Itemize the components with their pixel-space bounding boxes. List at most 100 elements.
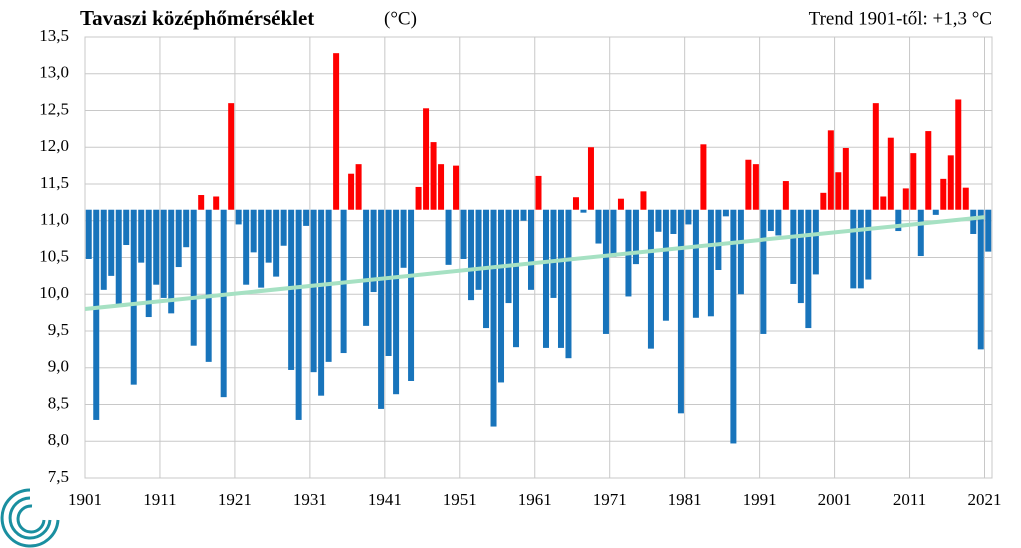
y-tick-label: 9,5 (48, 320, 69, 339)
bar (393, 209, 400, 395)
bar (557, 209, 564, 348)
bar (917, 209, 924, 257)
bar (385, 209, 392, 356)
bar (145, 209, 152, 318)
trend-line (84, 215, 985, 311)
bar (857, 209, 864, 289)
bar (872, 103, 879, 210)
bar (595, 209, 602, 244)
bar (355, 164, 362, 210)
bar (797, 209, 804, 304)
bar (498, 209, 505, 383)
bar (130, 209, 137, 385)
bar (490, 209, 497, 427)
bar (505, 209, 512, 304)
x-tick-label: 1971 (593, 490, 627, 509)
bar (333, 53, 340, 210)
x-tick-label: 1941 (368, 490, 402, 509)
bar (587, 147, 594, 210)
bar (835, 172, 842, 210)
bar (940, 178, 947, 210)
bar (198, 195, 205, 210)
logo (0, 488, 60, 548)
y-tick-label: 8,0 (48, 430, 69, 449)
bar (430, 142, 437, 210)
bar (438, 164, 445, 210)
bar (692, 209, 699, 318)
bar (138, 209, 145, 263)
bar (932, 209, 939, 215)
bar (677, 209, 684, 414)
bar (970, 209, 977, 234)
y-tick-label: 11,5 (40, 173, 69, 192)
x-tick-label: 1901 (68, 490, 102, 509)
bar (295, 209, 302, 420)
bar (565, 209, 572, 359)
bar (408, 209, 415, 381)
bar (865, 209, 872, 280)
bar (805, 209, 812, 329)
bar (775, 209, 782, 236)
x-tick-label: 2001 (818, 490, 852, 509)
bar (363, 209, 370, 326)
bar (160, 209, 167, 298)
bar (977, 209, 984, 350)
bar (745, 159, 752, 210)
bar (168, 209, 175, 314)
bar (220, 209, 227, 398)
bar (655, 209, 662, 232)
bar (468, 209, 475, 301)
bar (235, 209, 242, 225)
bar (228, 103, 235, 210)
bar (842, 147, 849, 210)
bar (685, 209, 692, 225)
bar (460, 209, 467, 259)
bar (722, 209, 729, 217)
bar (310, 209, 317, 373)
bar (535, 175, 542, 210)
bar (542, 209, 549, 348)
bar (370, 209, 377, 293)
bar (123, 209, 130, 246)
bar (760, 209, 767, 334)
bar (602, 209, 609, 334)
bar (670, 209, 677, 234)
bar (947, 155, 954, 210)
bar (115, 209, 122, 307)
bar (767, 209, 774, 232)
y-tick-label: 9,0 (48, 357, 69, 376)
bar (700, 144, 707, 210)
bar (415, 186, 422, 210)
bar (632, 209, 639, 265)
bar (580, 209, 587, 213)
bar (280, 209, 287, 246)
bar (378, 209, 385, 409)
y-tick-label: 13,0 (39, 63, 69, 82)
y-tick-label: 12,5 (39, 99, 69, 118)
x-tick-label: 1911 (143, 490, 176, 509)
bar (820, 192, 827, 210)
bar (400, 209, 407, 268)
x-tick-label: 2011 (893, 490, 926, 509)
bar (737, 209, 744, 295)
bar (85, 209, 92, 259)
bar (640, 191, 647, 210)
bar (213, 196, 220, 210)
bar (190, 209, 197, 346)
bar (610, 209, 617, 257)
x-tick-label: 1931 (293, 490, 327, 509)
bar (273, 209, 280, 277)
bar (550, 209, 557, 298)
x-tick-label: 1981 (668, 490, 702, 509)
x-tick-label: 1921 (218, 490, 252, 509)
y-tick-label: 13,5 (39, 26, 69, 45)
bar (910, 153, 917, 210)
bar (175, 209, 182, 268)
bar (572, 197, 579, 210)
bar (265, 209, 272, 263)
bar (887, 137, 894, 210)
bar (303, 209, 310, 226)
y-tick-label: 8,5 (48, 393, 69, 412)
bar (108, 209, 115, 276)
bar (93, 209, 100, 420)
